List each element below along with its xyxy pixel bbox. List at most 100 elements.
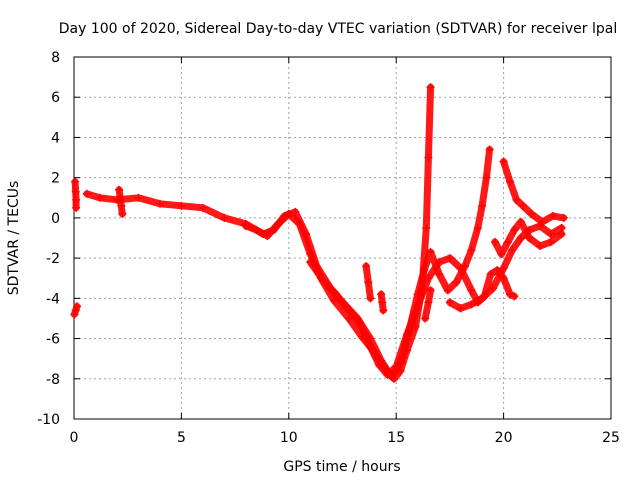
data-point-plus	[426, 248, 435, 257]
data-point-plus	[413, 302, 422, 311]
data-point-plus	[426, 83, 435, 92]
data-point-plus	[422, 223, 431, 232]
data-point-plus	[252, 225, 261, 234]
data-point-plus	[379, 306, 388, 315]
x-tick-label: 5	[177, 430, 186, 446]
data-point-plus	[486, 270, 495, 279]
series-layer	[70, 83, 568, 383]
data-point-plus	[355, 318, 364, 327]
data-point-plus	[295, 219, 304, 228]
plot-frame	[73, 56, 612, 420]
data-point-plus	[73, 302, 82, 311]
data-point-plus	[263, 231, 272, 240]
ticks-layer: 0 5 10 15 20 25 -10 -8 -6 -4 -2 0 2 4 6 8	[37, 50, 620, 446]
y-tick-label: 8	[51, 50, 60, 66]
data-point-plus	[375, 360, 384, 369]
data-point-plus	[516, 217, 525, 226]
data-point-plus	[499, 264, 508, 273]
data-point-plus	[177, 201, 186, 210]
data-point-plus	[527, 209, 536, 218]
y-axis-label: SDTVAR / TECUs	[6, 181, 22, 296]
data-point-plus	[420, 266, 429, 275]
data-point-plus	[546, 238, 555, 247]
data-point-plus	[364, 278, 373, 287]
data-point-plus	[525, 234, 534, 242]
grid-layer	[74, 57, 611, 419]
data-point-plus	[402, 330, 411, 339]
data-point-plus	[445, 254, 454, 263]
x-tick-label: 15	[387, 430, 405, 446]
data-point-plus	[306, 250, 315, 259]
data-point-plus	[155, 199, 164, 208]
data-point-plus	[366, 294, 375, 303]
data-point-plus	[456, 264, 465, 273]
series-arc-start-a	[71, 178, 80, 212]
data-point-plus	[435, 270, 444, 279]
data-point-plus	[510, 292, 519, 301]
data-point-plus	[557, 229, 566, 238]
data-point-plus	[445, 298, 454, 307]
data-point-plus	[284, 209, 293, 218]
y-tick-label: -2	[46, 251, 60, 267]
data-point-plus	[72, 195, 81, 204]
data-point-plus	[70, 310, 79, 319]
y-tick-label: 0	[51, 211, 60, 227]
data-point-plus	[95, 193, 104, 202]
x-tick-label: 20	[495, 430, 513, 446]
data-point-plus	[71, 187, 80, 196]
data-point-plus	[478, 294, 487, 303]
data-point-plus	[512, 195, 521, 204]
data-point-plus	[478, 201, 487, 210]
data-point-plus	[116, 193, 125, 202]
series-arc-tail-b	[500, 158, 568, 226]
data-point-plus	[377, 290, 386, 299]
data-point-plus	[473, 223, 482, 232]
y-tick-label: 6	[51, 90, 60, 106]
data-point-plus	[198, 203, 207, 212]
data-point-plus	[72, 203, 81, 212]
data-point-plus	[118, 209, 127, 218]
y-tick-label: -4	[46, 291, 60, 307]
data-point-plus	[134, 193, 143, 202]
data-point-plus	[516, 234, 525, 242]
x-axis-label: GPS time / hours	[283, 459, 400, 475]
x-tick-label: 10	[280, 430, 298, 446]
data-point-plus	[497, 250, 506, 259]
data-point-plus	[549, 211, 558, 220]
data-point-plus	[319, 276, 328, 285]
data-point-plus	[482, 173, 491, 182]
data-point-plus	[467, 286, 476, 295]
data-point-plus	[291, 207, 300, 216]
y-tick-label: 4	[51, 130, 60, 146]
data-point-plus	[499, 157, 508, 166]
data-point-plus	[559, 213, 568, 222]
data-point-plus	[538, 217, 547, 226]
data-point-plus	[117, 201, 126, 210]
data-point-plus	[435, 258, 444, 267]
data-point-plus	[71, 306, 80, 315]
data-point-plus	[424, 298, 433, 307]
data-point-plus	[488, 284, 497, 293]
data-point-plus	[456, 304, 465, 313]
data-point-plus	[424, 153, 433, 162]
data-point-plus	[241, 221, 250, 230]
data-point-plus	[378, 298, 387, 307]
series-arc-early-spike	[115, 186, 126, 218]
data-point-plus	[383, 370, 392, 379]
data-point-plus	[536, 242, 545, 251]
data-point-plus	[503, 238, 512, 247]
y-tick-label: 2	[51, 171, 60, 187]
data-point-plus	[344, 306, 353, 315]
data-point-plus	[426, 286, 435, 295]
data-point-plus	[491, 238, 500, 247]
data-point-plus	[510, 225, 519, 234]
chart-title: Day 100 of 2020, Sidereal Day-to-day VTE…	[59, 21, 617, 37]
series-arc-main-c	[306, 254, 518, 379]
data-point-plus	[508, 246, 517, 255]
data-point-plus	[518, 201, 527, 210]
data-point-plus	[362, 262, 371, 271]
data-point-plus	[306, 258, 315, 267]
data-point-plus	[392, 362, 401, 371]
data-point-plus	[71, 177, 80, 186]
